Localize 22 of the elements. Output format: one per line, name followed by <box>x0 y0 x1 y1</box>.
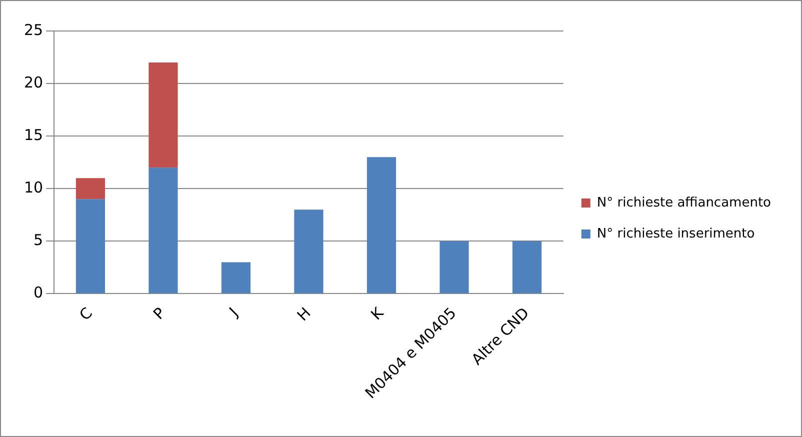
bar <box>366 157 396 294</box>
x-tick-label: C <box>76 304 96 324</box>
x-tick-label: P <box>150 304 169 324</box>
y-tick-label: 15 <box>24 126 44 144</box>
y-tick-label: 5 <box>34 231 44 250</box>
bar <box>294 210 324 294</box>
legend-label: N° richieste inserimento <box>596 226 755 242</box>
bar <box>76 178 106 200</box>
bar <box>221 262 251 294</box>
bar <box>440 241 469 294</box>
bar <box>148 62 178 168</box>
y-tick-label: 25 <box>24 20 44 39</box>
bar <box>148 168 178 294</box>
bar <box>512 241 542 294</box>
legend-label: N° richieste affiancamento <box>596 195 772 210</box>
x-tick-label: K <box>367 303 388 324</box>
x-tick-label: J <box>224 304 242 321</box>
y-tick-label: 10 <box>24 178 44 197</box>
x-tick-label: H <box>294 304 314 325</box>
bar <box>76 199 106 294</box>
y-tick-label: 20 <box>24 73 44 92</box>
y-tick-label: 0 <box>34 284 44 302</box>
